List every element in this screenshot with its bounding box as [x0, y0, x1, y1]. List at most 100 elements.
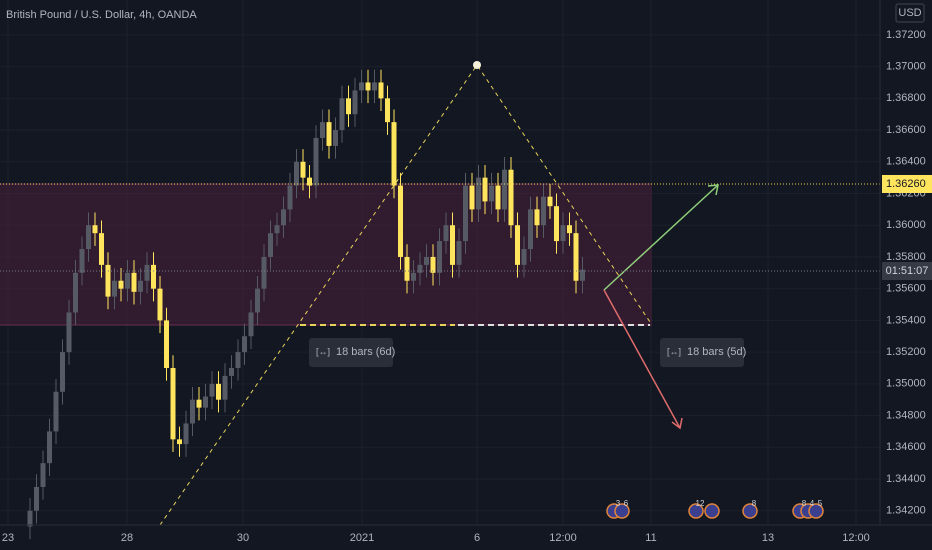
candle-body [144, 264, 150, 281]
candle-body [86, 225, 91, 250]
candle-body [502, 169, 507, 210]
candle-body [216, 383, 221, 400]
candle-body [255, 288, 260, 313]
candle-body [567, 225, 572, 234]
candle-body [190, 399, 195, 424]
y-tick-label: 1.37200 [886, 29, 926, 41]
candle-body [47, 431, 52, 464]
candle-body [131, 272, 137, 292]
candle-body [528, 209, 533, 250]
candle-body [27, 510, 33, 527]
range-label: 18 bars (5d) [687, 346, 746, 358]
candle-body [157, 288, 163, 321]
candle-body [547, 196, 553, 207]
candle-body [281, 209, 286, 226]
range-box [309, 338, 393, 367]
event-icon [704, 503, 720, 519]
x-tick-label: 30 [237, 532, 249, 544]
candle-body [437, 241, 442, 273]
candles [27, 69, 585, 540]
y-tick-label: 1.37000 [886, 61, 926, 73]
candle-body [183, 423, 189, 445]
y-tick-label: 1.35000 [886, 378, 926, 390]
candle-body [274, 225, 280, 234]
candle-body [229, 367, 234, 376]
range-icon: [↔] [667, 346, 681, 356]
candle-body [424, 256, 429, 265]
candle-body [40, 463, 46, 487]
candle-body [404, 256, 410, 281]
candle-body [508, 169, 514, 226]
x-tick-label: 2021 [350, 532, 374, 544]
up-arrow [603, 184, 719, 291]
candle-body [92, 225, 98, 234]
y-tick-label: 1.34800 [886, 409, 926, 421]
currency-box[interactable] [895, 3, 925, 23]
candle-body [469, 185, 475, 210]
y-tick-label: 1.35800 [886, 251, 926, 263]
candle-body [456, 241, 462, 265]
y-tick-label: 1.35400 [886, 314, 926, 326]
range-box [660, 338, 744, 367]
candle-body [164, 320, 169, 368]
candle-body [112, 280, 117, 297]
y-tick-label: 1.36000 [886, 219, 926, 231]
candle-body [411, 272, 416, 281]
price-marker-box [882, 174, 932, 193]
y-tick-label: 1.36600 [886, 124, 926, 136]
candle-body [580, 269, 585, 281]
y-tick-label: 1.36400 [886, 156, 926, 168]
up-arrow-head [707, 184, 719, 196]
range-icon: [↔] [316, 346, 330, 356]
x-tick-label: 6 [474, 532, 480, 544]
candle-body [66, 312, 72, 353]
candle-body [73, 272, 78, 313]
down-arrow-head [671, 417, 683, 430]
candle-body [242, 336, 247, 353]
candle-body [333, 130, 338, 146]
candle-body [300, 161, 306, 178]
candle-body [391, 122, 397, 186]
price-marker: 1.36260 [886, 178, 926, 190]
candle-body [541, 196, 546, 226]
y-tick-label: 1.35200 [886, 346, 926, 358]
candle-body [99, 233, 104, 265]
candle-body [417, 264, 423, 273]
candle-body [235, 352, 241, 368]
candle-body [105, 264, 111, 297]
candle-body [313, 137, 319, 186]
candle-body [443, 225, 449, 242]
x-tick-label: 13 [762, 532, 774, 544]
event-count: 5 [818, 499, 823, 508]
candle-body [125, 272, 130, 289]
event-icon [688, 503, 704, 519]
apex-dot [473, 61, 481, 69]
x-tick-label: 12:00 [842, 532, 870, 544]
candle-body [450, 225, 455, 265]
range-label: 18 bars (6d) [336, 346, 395, 358]
candle-body [476, 177, 481, 210]
candle-body [294, 161, 299, 186]
event-count: 6 [624, 499, 629, 508]
candle-body [261, 256, 267, 289]
candle-body [170, 367, 176, 440]
candle-body [151, 264, 156, 289]
candle-body [352, 90, 358, 115]
candle-body [372, 82, 377, 91]
candle-body [138, 280, 143, 292]
candle-body [495, 185, 501, 210]
currency[interactable]: USD [898, 7, 921, 19]
event-count: 3 [616, 499, 621, 508]
event-icon [742, 503, 758, 519]
candle-body [534, 209, 540, 226]
candle-body [359, 82, 364, 91]
triangle-line [159, 64, 651, 526]
x-tick-label: 28 [121, 532, 133, 544]
candle-body [203, 396, 208, 408]
y-tick-label: 1.35600 [886, 283, 926, 295]
event-count: 8 [802, 499, 807, 508]
down-arrow [603, 289, 681, 429]
candle-body [430, 256, 436, 273]
chart-title: British Pound / U.S. Dollar, 4h, OANDA [6, 9, 197, 21]
